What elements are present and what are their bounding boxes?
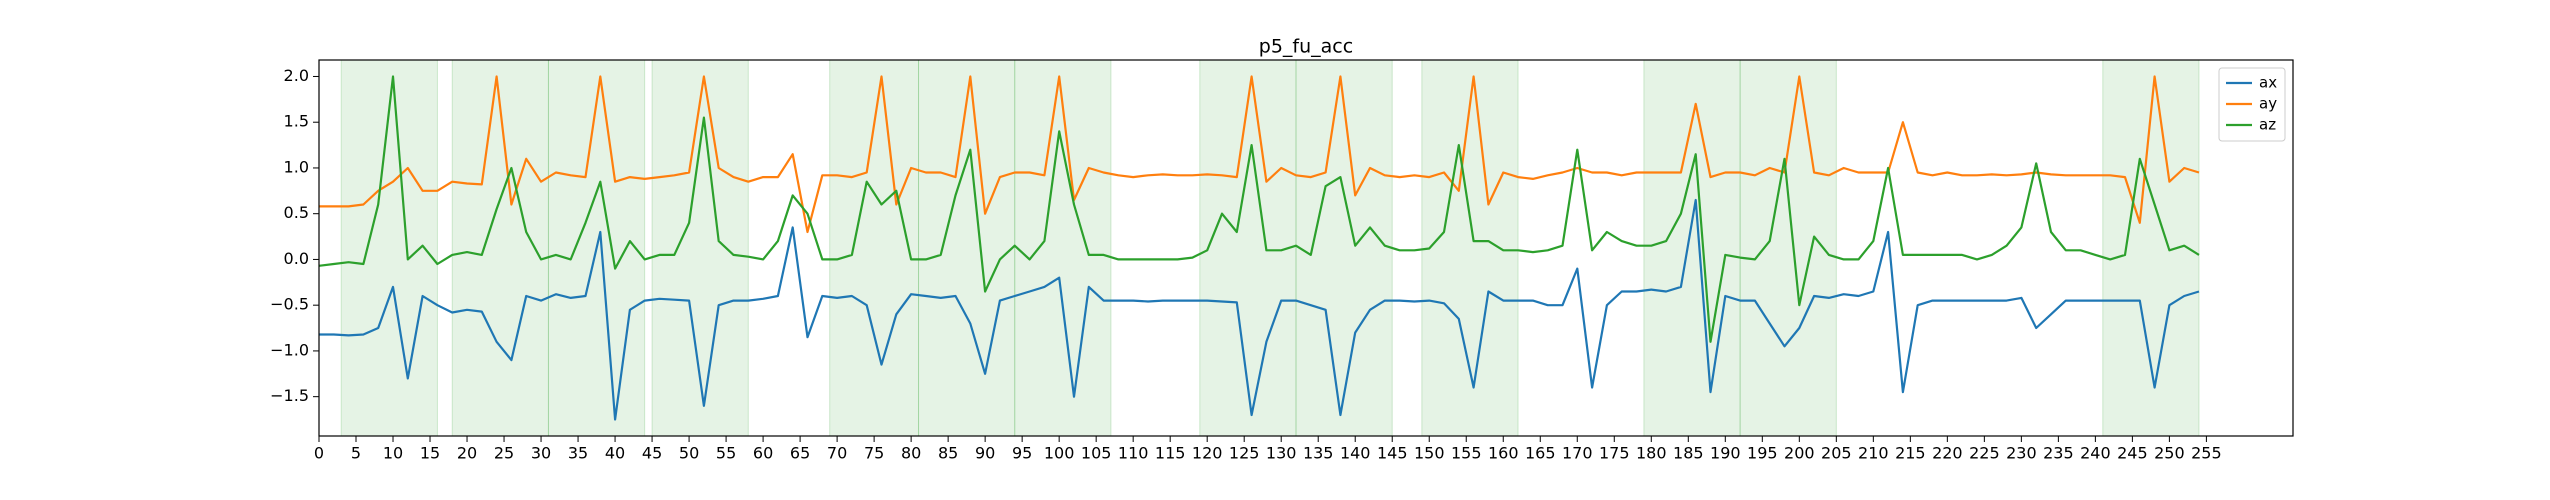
x-tick-label: 110 bbox=[1118, 444, 1149, 463]
x-tick-label: 65 bbox=[790, 444, 810, 463]
legend-label: ax bbox=[2259, 74, 2277, 92]
x-tick-label: 160 bbox=[1488, 444, 1519, 463]
x-tick-label: 180 bbox=[1636, 444, 1667, 463]
x-tick-label: 80 bbox=[901, 444, 921, 463]
x-tick-label: 75 bbox=[864, 444, 884, 463]
x-tick-label: 85 bbox=[938, 444, 958, 463]
x-tick-label: 240 bbox=[2080, 444, 2111, 463]
x-tick-label: 170 bbox=[1562, 444, 1593, 463]
series-line bbox=[319, 75, 2200, 234]
chart-title: p5_fu_acc bbox=[1259, 36, 1353, 58]
x-tick-label: 230 bbox=[2006, 444, 2037, 463]
y-tick-label: −1.0 bbox=[270, 340, 309, 359]
x-tick-label: 120 bbox=[1192, 444, 1223, 463]
x-tick-label: 205 bbox=[1821, 444, 1852, 463]
y-tick-label: 0.0 bbox=[284, 249, 309, 268]
plot-frame bbox=[318, 59, 2294, 437]
x-tick-label: 15 bbox=[420, 444, 440, 463]
legend-label: ay bbox=[2259, 95, 2277, 113]
highlight-span bbox=[1014, 59, 1112, 437]
x-tick-label: 225 bbox=[1969, 444, 2000, 463]
y-tick-label: −1.5 bbox=[270, 386, 309, 405]
x-tick-label: 105 bbox=[1081, 444, 1112, 463]
series-line bbox=[319, 198, 2200, 421]
x-tick-label: 95 bbox=[1012, 444, 1032, 463]
y-tick-label: 1.5 bbox=[284, 112, 309, 131]
x-tick-label: 0 bbox=[314, 444, 324, 463]
x-tick-label: 55 bbox=[716, 444, 736, 463]
highlight-span bbox=[1199, 59, 1297, 437]
y-tick-label: 0.5 bbox=[284, 203, 309, 222]
x-tick-label: 235 bbox=[2043, 444, 2074, 463]
x-tick-label: 175 bbox=[1599, 444, 1630, 463]
x-tick-label: 150 bbox=[1414, 444, 1445, 463]
x-tick-label: 70 bbox=[827, 444, 847, 463]
x-tick-label: 220 bbox=[1932, 444, 1963, 463]
highlight-span bbox=[451, 59, 549, 437]
x-tick-label: 130 bbox=[1266, 444, 1297, 463]
x-tick-label: 20 bbox=[457, 444, 477, 463]
highlight-span bbox=[1739, 59, 1837, 437]
x-tick-label: 200 bbox=[1784, 444, 1815, 463]
x-tick-label: 90 bbox=[975, 444, 995, 463]
x-tick-label: 140 bbox=[1340, 444, 1371, 463]
legend-label: az bbox=[2259, 116, 2276, 134]
highlight-span bbox=[918, 59, 1016, 437]
y-tick-label: 2.0 bbox=[284, 66, 309, 85]
x-tick-label: 185 bbox=[1673, 444, 1704, 463]
x-tick-label: 125 bbox=[1229, 444, 1260, 463]
x-tick-label: 135 bbox=[1303, 444, 1334, 463]
highlight-span bbox=[1295, 59, 1393, 437]
x-tick-label: 190 bbox=[1710, 444, 1741, 463]
x-tick-label: 45 bbox=[642, 444, 662, 463]
x-tick-label: 50 bbox=[679, 444, 699, 463]
x-tick-label: 255 bbox=[2191, 444, 2222, 463]
highlight-span bbox=[829, 59, 920, 437]
x-tick-label: 250 bbox=[2154, 444, 2185, 463]
y-tick-label: 1.0 bbox=[284, 157, 309, 176]
x-tick-label: 115 bbox=[1155, 444, 1186, 463]
x-tick-label: 25 bbox=[494, 444, 514, 463]
x-tick-label: 100 bbox=[1044, 444, 1075, 463]
x-tick-label: 5 bbox=[351, 444, 361, 463]
x-tick-label: 30 bbox=[531, 444, 551, 463]
x-tick-label: 215 bbox=[1895, 444, 1926, 463]
x-tick-label: 35 bbox=[568, 444, 588, 463]
x-tick-label: 195 bbox=[1747, 444, 1778, 463]
y-tick-label: −0.5 bbox=[270, 295, 309, 314]
x-tick-label: 155 bbox=[1451, 444, 1482, 463]
x-tick-label: 165 bbox=[1525, 444, 1556, 463]
x-tick-label: 245 bbox=[2117, 444, 2148, 463]
x-tick-label: 145 bbox=[1377, 444, 1408, 463]
x-tick-label: 210 bbox=[1858, 444, 1889, 463]
series-line bbox=[318, 75, 2200, 343]
x-tick-label: 10 bbox=[383, 444, 403, 463]
highlight-span bbox=[1421, 59, 1519, 437]
x-tick-label: 40 bbox=[605, 444, 625, 463]
x-tick-label: 60 bbox=[753, 444, 773, 463]
